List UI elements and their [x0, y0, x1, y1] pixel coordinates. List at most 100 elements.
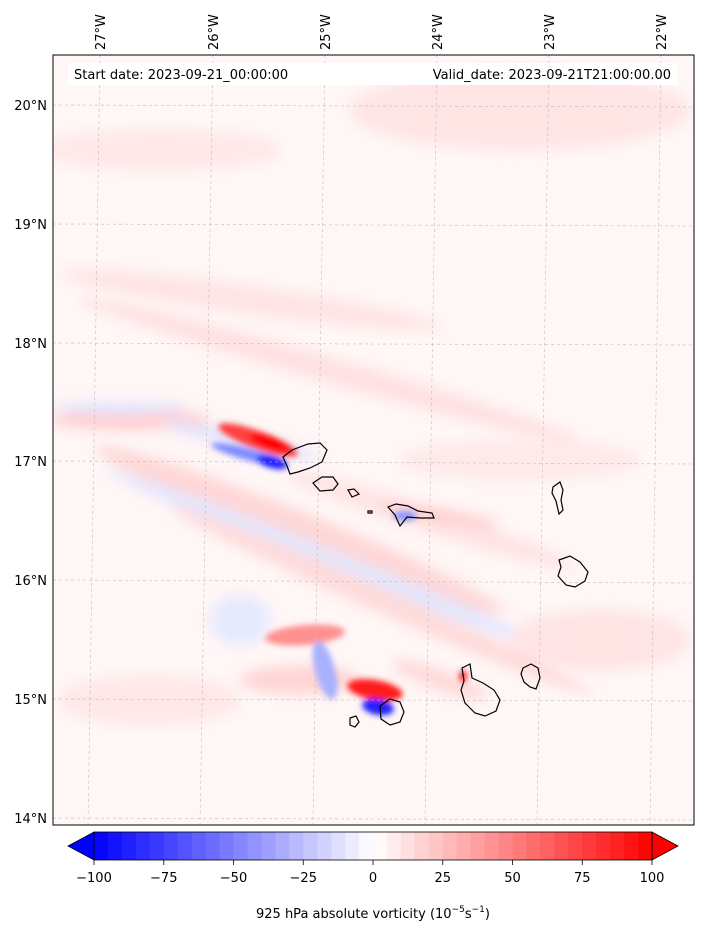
colorbar-segment — [526, 832, 541, 860]
colorbar-segment — [373, 832, 388, 860]
island-coastline — [379, 698, 405, 726]
island-coastline — [312, 476, 339, 492]
colorbar-segment — [540, 832, 555, 860]
colorbar-segment — [484, 832, 499, 860]
vorticity-band — [53, 130, 280, 170]
vorticity-band — [510, 610, 690, 670]
colorbar-tick-label: 25 — [434, 871, 451, 886]
colorbar-extend-high — [651, 831, 679, 861]
latitude-tick-label: 17°N — [14, 455, 47, 470]
colorbar-segment — [135, 832, 151, 860]
meridian-gridline — [312, 55, 326, 825]
colorbar-tick-label: −25 — [290, 871, 317, 886]
date-header-background — [68, 63, 678, 85]
vorticity-max — [347, 679, 403, 701]
colorbar-ticks: −100 −75 −50 −25 0 25 50 75 100 — [76, 860, 664, 886]
vorticity-min — [312, 640, 338, 700]
map-frame — [52, 54, 695, 826]
vorticity-band — [60, 675, 240, 725]
colorbar-segment — [414, 832, 430, 860]
vorticity-field — [53, 70, 690, 725]
longitude-tick-label: 25°W — [319, 14, 334, 50]
start-date-label: Start date: 2023-09-21_00:00:00 — [74, 68, 288, 83]
vorticity-band — [287, 472, 573, 568]
vorticity-band — [80, 297, 580, 443]
island-coastline — [386, 503, 435, 528]
colorbar-segment — [624, 832, 639, 860]
latitude-tick-label: 15°N — [14, 693, 47, 708]
colorbar-segment — [610, 832, 625, 860]
vorticity-band — [400, 440, 640, 480]
colorbar-segment — [400, 832, 416, 860]
vorticity-band — [107, 469, 553, 651]
vorticity-band — [61, 270, 439, 330]
parallel-gridline — [53, 342, 694, 346]
latitude-tick-label: 18°N — [14, 337, 47, 352]
latitude-tick-label: 20°N — [14, 99, 47, 114]
colorbar-segment — [331, 832, 346, 860]
colorbar-segment — [568, 832, 583, 860]
colorbar-segment — [428, 832, 444, 860]
longitude-tick-label: 22°W — [655, 14, 670, 50]
colorbar-segment — [149, 832, 165, 860]
vorticity-min — [393, 511, 417, 521]
latitude-tick-label: 16°N — [14, 574, 47, 589]
parallel-gridline — [53, 223, 694, 227]
vorticity-max — [249, 433, 291, 453]
colorbar-segment — [261, 832, 276, 860]
island-coastline — [557, 555, 589, 588]
colorbar-tick-label: 50 — [504, 871, 521, 886]
colorbar-segment — [512, 832, 527, 860]
meridian-gridline — [649, 55, 662, 825]
colorbar-segment — [456, 832, 472, 860]
colorbar-segment — [317, 832, 332, 860]
vorticity-max — [265, 624, 345, 646]
island-coastline — [460, 663, 501, 717]
colorbar-segment — [177, 832, 193, 860]
vorticity-band — [53, 402, 190, 414]
colorbar-tick-label: −75 — [150, 871, 177, 886]
colorbar-segment — [233, 832, 248, 860]
longitude-labels: 27°W 26°W 25°W 24°W 23°W 22°W — [94, 14, 670, 50]
colorbar-segment — [303, 832, 318, 860]
island-coastline — [347, 488, 361, 498]
vorticity-band — [95, 445, 505, 615]
colorbar-segment — [498, 832, 513, 860]
colorbar-segment — [191, 832, 206, 860]
colorbar-segment — [582, 832, 597, 860]
parallel-gridline — [53, 579, 694, 584]
colorbar-extend-low — [67, 831, 95, 861]
island-coastline — [520, 663, 541, 690]
vorticity-band — [350, 70, 690, 150]
parallel-gridline — [53, 817, 694, 821]
longitude-tick-label: 24°W — [431, 14, 446, 50]
meridian-gridline — [87, 55, 101, 825]
colorbar-segment — [554, 832, 569, 860]
colorbar-segment — [470, 832, 485, 860]
colorbar-segment — [275, 832, 290, 860]
colorbar-segment — [442, 832, 458, 860]
vorticity-band — [210, 595, 270, 645]
longitude-tick-label: 23°W — [543, 14, 558, 50]
meridian-gridline — [536, 55, 550, 825]
vorticity-band — [392, 660, 488, 700]
meridian-gridline — [199, 55, 214, 825]
map-panel: Start date: 2023-09-21_00:00:00 Valid_da… — [52, 54, 695, 826]
colorbar-segment — [107, 832, 123, 860]
colorbar-segment — [345, 832, 360, 860]
colorbar-segment — [247, 832, 262, 860]
vorticity-band — [169, 505, 591, 695]
colorbar-segment — [359, 832, 374, 860]
vorticity-band — [380, 503, 500, 527]
longitude-tick-label: 26°W — [207, 14, 222, 50]
colorbar-segment — [163, 832, 179, 860]
longitude-tick-label: 27°W — [94, 14, 109, 50]
colorbar-segment — [94, 832, 109, 860]
gridlines — [53, 55, 694, 825]
vorticity-min — [256, 454, 288, 470]
island-coastline — [367, 510, 373, 514]
latitude-tick-label: 19°N — [14, 218, 47, 233]
colorbar-tick-label: 100 — [640, 871, 665, 886]
colorbar-label: 925 hPa absolute vorticity (10−5s−1) — [256, 905, 490, 922]
